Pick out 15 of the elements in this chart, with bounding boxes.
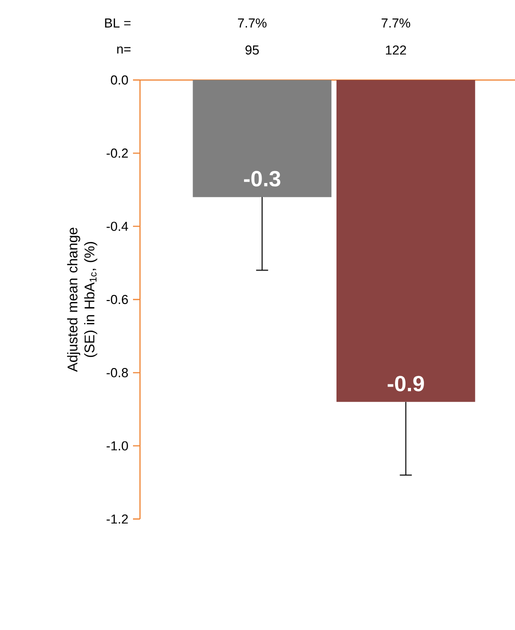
y-tick-label: -0.8 [106,368,128,378]
y-tick-label: 0.0 [110,75,128,85]
y-tick-label: -1.0 [106,441,128,450]
data-label: -0.9 [388,376,424,392]
text: 7.7% [382,18,410,28]
text: n= [117,46,131,54]
y-tick-label: -0.2 [106,148,128,158]
y-tick-label: -0.6 [106,294,128,304]
text: 122 [386,45,406,55]
data-label: -0.3 [244,170,280,187]
text: 7.7% [238,18,266,28]
y-tick-label: -1.2 [106,514,128,524]
text: BL = [105,18,130,28]
y-tick-label: -0.4 [106,222,128,231]
text: 95 [246,45,259,55]
